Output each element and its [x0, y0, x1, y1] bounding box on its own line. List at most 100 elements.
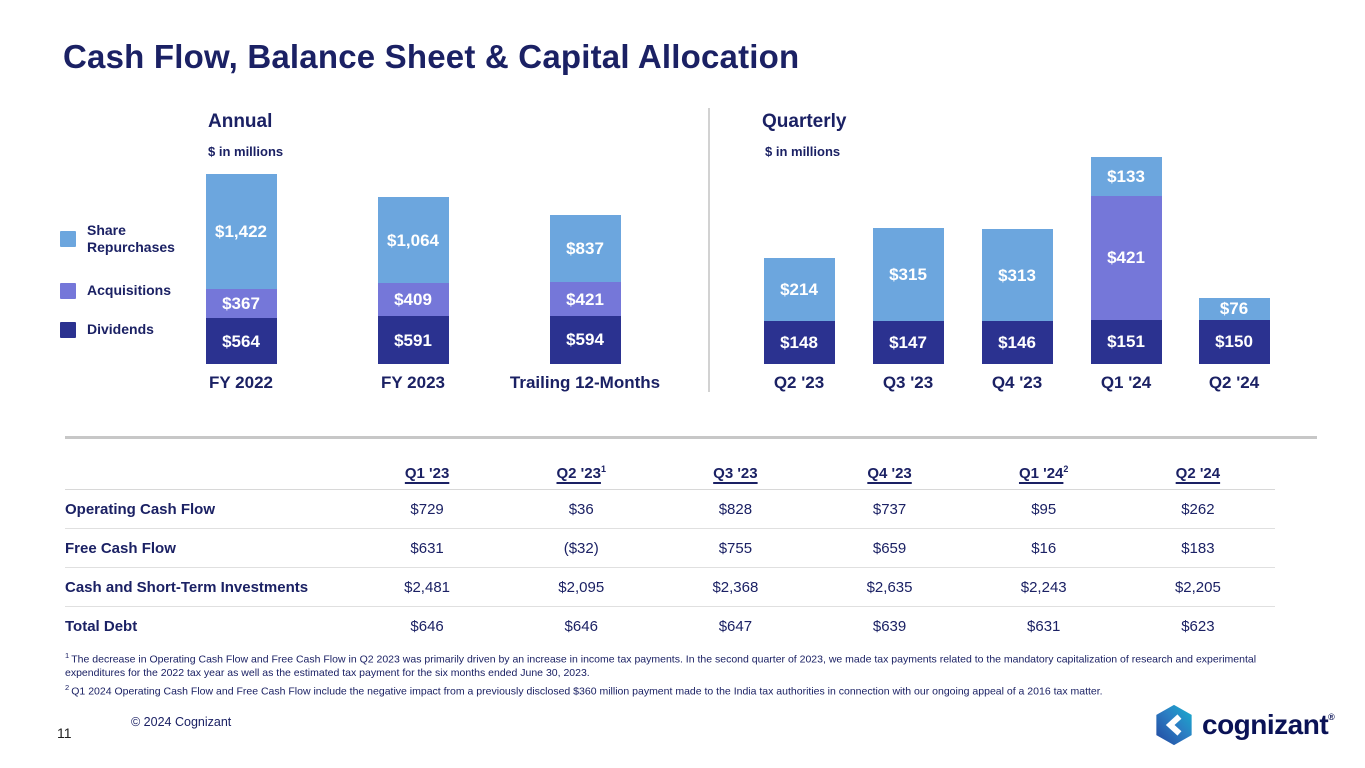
bar-segment: $594 — [549, 316, 621, 364]
cell-value: $639 — [872, 617, 907, 635]
bar-segment: $148 — [763, 320, 835, 364]
bar-segment: $147 — [872, 320, 944, 364]
stacked-bar: $133 $421 $151 — [1090, 157, 1162, 364]
row-label-header — [65, 446, 350, 490]
cell-value: $2,635 — [812, 567, 967, 607]
column-header-label: Q2 '24 — [1175, 465, 1221, 482]
column-header: Q2 '231 — [504, 446, 659, 490]
column-header: Q3 '23 — [658, 446, 813, 490]
bar-segment: $421 — [549, 282, 621, 317]
bar-value-label: $367 — [222, 294, 260, 314]
bar-segment: $591 — [377, 316, 449, 364]
bar-segment: $151 — [1090, 319, 1162, 364]
bar-value-label: $421 — [566, 289, 604, 309]
column-header-footnote-ref: 2 — [1063, 464, 1069, 474]
bar-value-label: $594 — [566, 330, 604, 350]
column-header-label: Q4 '23 — [867, 465, 912, 482]
cell-value: $659 — [812, 528, 967, 568]
legend-swatch — [60, 282, 76, 299]
quarterly-chart-subtitle: $ in millions — [765, 144, 841, 159]
category-label: Q1 '24 — [1100, 373, 1152, 392]
column-header: Q4 '23 — [812, 446, 967, 490]
bar-value-label: $151 — [1107, 332, 1145, 352]
page-number: 11 — [57, 725, 72, 741]
cell-value: $631 — [350, 528, 505, 568]
stacked-bar: $315 $147 — [872, 228, 944, 364]
cognizant-hexagon-icon — [1156, 704, 1192, 746]
legend-swatch — [60, 321, 76, 338]
bar-segment: $313 — [981, 229, 1053, 322]
column-header-label: Q1 '24 — [1018, 465, 1064, 482]
category-label: Q3 '23 — [882, 373, 934, 392]
column-header: Q1 '23 — [350, 446, 505, 490]
bar-segment: $421 — [1090, 196, 1162, 320]
row-label: Free Cash Flow — [65, 528, 350, 568]
cell-value: $2,481 — [350, 567, 505, 607]
chart-legend: Share Repurchases Acquisitions Dividends — [60, 222, 230, 360]
stacked-bar: $1,422 $367 $564 — [205, 174, 277, 364]
cell-value: $631 — [1027, 617, 1061, 635]
cell-value: $737 — [812, 489, 967, 529]
cell-value: $646 — [410, 617, 444, 635]
bar-segment: $409 — [377, 283, 449, 317]
cell-value: $646 — [564, 617, 598, 635]
category-label: Q2 '23 — [773, 373, 825, 392]
bar-value-label: $591 — [394, 330, 432, 350]
column-header-label: Q2 '23 — [556, 465, 601, 482]
stacked-bar: $1,064 $409 $591 — [377, 197, 449, 364]
cell-value: $755 — [658, 528, 813, 568]
registered-mark: ® — [1328, 712, 1335, 722]
financial-metrics-table: Q1 '23 Q2 '231 Q3 '23 Q4 '23 Q1 '242 Q2 '24 O… — [65, 446, 1275, 645]
row-label: Total Debt — [65, 617, 138, 635]
legend-label: Acquisitions — [87, 282, 172, 299]
legend-item: Dividends — [60, 321, 230, 338]
cell-value: $262 — [1120, 489, 1275, 529]
bar-segment: $1,422 — [205, 174, 277, 289]
table-row: Cash and Short-Term Investments $2,481 $2,… — [65, 567, 1275, 607]
page-title: Cash Flow, Balance Sheet & Capital Alloc… — [63, 38, 800, 75]
cell-value: $16 — [966, 528, 1121, 568]
row-label: Operating Cash Flow — [65, 489, 350, 529]
stacked-bar: $76 $150 — [1198, 297, 1270, 364]
category-label: Q4 '23 — [991, 373, 1043, 392]
bar-value-label: $564 — [222, 331, 260, 351]
footnote-text: Q1 2024 Operating Cash Flow and Free Cas… — [71, 685, 1103, 697]
category-label: Q2 '24 — [1208, 373, 1260, 392]
bar-segment: $150 — [1198, 319, 1270, 364]
chart-section-divider — [708, 108, 710, 392]
table-top-separator — [65, 436, 1317, 439]
bar-value-label: $150 — [1215, 332, 1253, 352]
stacked-bar: $837 $421 $594 — [549, 214, 621, 364]
footnote-number: 2 — [65, 682, 72, 692]
bar-segment: $146 — [981, 321, 1053, 364]
category-label: FY 2023 — [381, 373, 445, 392]
bar-segment: $214 — [763, 257, 835, 321]
cell-value: $2,243 — [966, 567, 1121, 607]
stacked-bar: $313 $146 — [981, 229, 1053, 364]
cognizant-wordmark: cognizant® — [1202, 709, 1335, 740]
cell-value: $2,368 — [658, 567, 813, 607]
bar-segment: $367 — [205, 288, 277, 319]
bar-value-label: $315 — [889, 265, 927, 285]
cell-value: $95 — [966, 489, 1121, 529]
legend-swatch — [60, 231, 76, 248]
cell-value: $828 — [658, 489, 813, 529]
footnote: 2 Q1 2024 Operating Cash Flow and Free C… — [65, 681, 1315, 699]
legend-item: Acquisitions — [60, 282, 230, 299]
bar-segment: $76 — [1198, 297, 1270, 320]
bar-value-label: $1,422 — [215, 221, 267, 241]
legend-item: Share Repurchases — [60, 222, 230, 256]
bar-value-label: $837 — [566, 238, 604, 258]
quarterly-chart-title: Quarterly — [762, 111, 847, 132]
legend-label: Dividends — [87, 321, 154, 338]
bar-value-label: $133 — [1107, 167, 1145, 187]
bar-value-label: $214 — [780, 279, 818, 299]
bar-value-label: $421 — [1107, 248, 1145, 268]
bar-segment: $315 — [872, 228, 944, 321]
column-header-label: Q1 '23 — [404, 465, 450, 482]
copyright-text: © 2024 Cognizant — [131, 715, 232, 729]
table-header-row: Q1 '23 Q2 '231 Q3 '23 Q4 '23 Q1 '242 Q2 '24 — [65, 446, 1275, 490]
stacked-bar: $214 $148 — [763, 257, 835, 364]
